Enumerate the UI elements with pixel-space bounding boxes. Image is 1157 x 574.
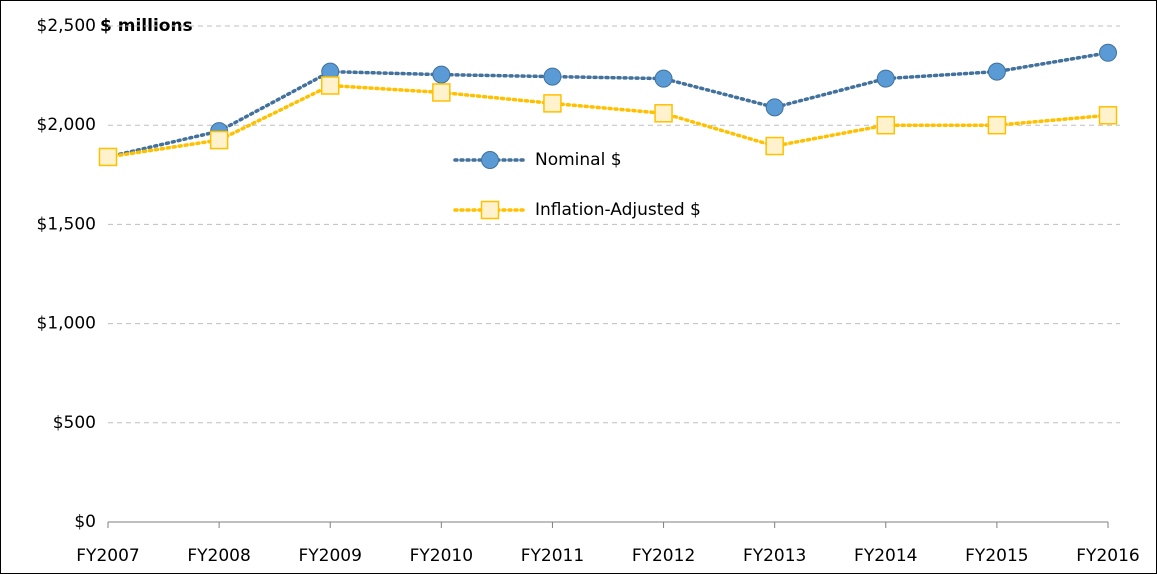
x-tick-label: FY2014 xyxy=(854,546,917,566)
y-tick-label: $1,000 xyxy=(37,314,96,334)
x-tick-label: FY2013 xyxy=(743,546,806,566)
data-point xyxy=(98,147,118,167)
x-tick-label: FY2011 xyxy=(521,546,584,566)
data-point xyxy=(209,130,229,150)
x-tick-label: FY2016 xyxy=(1076,546,1139,566)
data-point xyxy=(432,83,451,102)
x-tick-label: FY2009 xyxy=(299,546,362,566)
data-point xyxy=(765,98,784,117)
data-point xyxy=(654,69,673,88)
legend-label: Nominal $ xyxy=(535,150,622,170)
y-tick-label: $500 xyxy=(53,413,96,433)
data-point xyxy=(1099,43,1117,62)
y-tick-label: $1,500 xyxy=(37,214,96,234)
legend-label: Inflation-Adjusted $ xyxy=(535,200,701,220)
data-point xyxy=(876,115,896,135)
y-tick-label: $2,500 xyxy=(37,16,96,36)
data-point xyxy=(543,67,562,86)
data-point xyxy=(987,115,1007,135)
series-line xyxy=(106,51,1110,159)
x-tick-label: FY2008 xyxy=(187,546,250,566)
x-tick-label: FY2015 xyxy=(965,546,1028,566)
legend-marker xyxy=(481,151,499,169)
data-point xyxy=(876,69,895,88)
legend-marker xyxy=(480,200,500,220)
data-point xyxy=(1098,106,1118,125)
data-point xyxy=(654,104,673,123)
data-point xyxy=(320,76,340,95)
data-point xyxy=(765,136,784,156)
x-tick-label: FY2010 xyxy=(410,546,473,566)
data-point xyxy=(432,65,451,84)
y-tick-label: $2,000 xyxy=(37,115,96,135)
data-point xyxy=(987,62,1006,81)
x-tick-label: FY2007 xyxy=(76,546,139,566)
x-tick-label: FY2012 xyxy=(632,546,695,566)
series-line xyxy=(106,83,1110,159)
data-point xyxy=(543,94,562,113)
y-tick-label: $0 xyxy=(74,512,96,532)
